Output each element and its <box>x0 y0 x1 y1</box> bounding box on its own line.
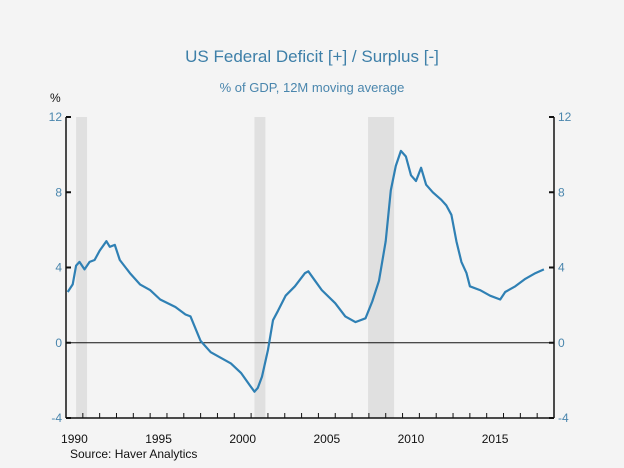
x-tick-label: 2005 <box>313 432 340 446</box>
y-tick-label-left: 4 <box>55 261 62 275</box>
y-tick-label-left: 12 <box>49 110 63 124</box>
chart-title: US Federal Deficit [+] / Surplus [-] <box>185 47 439 66</box>
x-tick-label: 2010 <box>398 432 425 446</box>
y-tick-label-left: 8 <box>55 185 62 199</box>
y-tick-label-left: -4 <box>51 411 62 425</box>
y-tick-labels: -4 -4 0 0 4 4 8 8 12 12 <box>49 110 572 425</box>
axes <box>65 116 555 419</box>
y-tick-label-right: -4 <box>558 411 569 425</box>
x-tick-label: 2000 <box>229 432 256 446</box>
recession-shading <box>76 117 395 418</box>
source-note: Source: Haver Analytics <box>70 447 197 461</box>
y-tick-label-right: 4 <box>558 261 565 275</box>
y-axis-unit-label: % <box>50 91 61 105</box>
x-tick-label: 2015 <box>482 432 509 446</box>
x-tick-labels: 1990 1995 2000 2005 2010 2015 <box>61 432 509 446</box>
y-tick-label-right: 12 <box>558 110 572 124</box>
chart-subtitle: % of GDP, 12M moving average <box>220 80 405 95</box>
x-tick-label: 1990 <box>61 432 88 446</box>
x-tick-label: 1995 <box>145 432 172 446</box>
recession-bar <box>254 117 266 418</box>
deficit-series-line <box>66 149 545 393</box>
y-tick-label-left: 0 <box>55 336 62 350</box>
y-tick-label-right: 8 <box>558 185 565 199</box>
recession-bar <box>76 117 88 418</box>
y-tick-label-right: 0 <box>558 336 565 350</box>
